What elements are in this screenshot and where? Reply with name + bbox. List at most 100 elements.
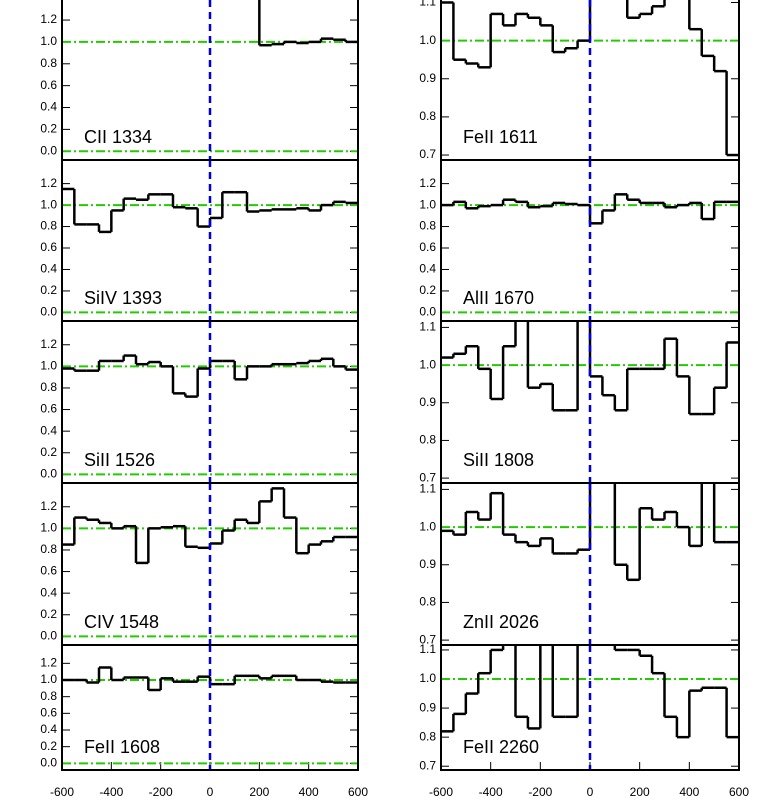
y-tick-label: 0.2 [40,445,57,459]
y-tick-label: 1.2 [40,499,57,513]
panel: 0.0 0.2 0.4 0.6 0.8 1.0 1.2 SiIV 1393 [40,159,359,322]
y-tick-label: 1.0 [419,519,436,533]
y-tick-label: 0.0 [40,143,57,157]
y-tick-label: 1.1 [419,642,436,656]
y-tick-label: 0.6 [40,402,57,416]
y-tick-label: 0.6 [419,240,436,254]
y-tick-label: 0.8 [40,56,57,70]
panel-label: SiII 1808 [463,450,534,470]
panel-label: SiIV 1393 [84,288,162,308]
y-tick-label: 1.2 [40,12,57,26]
series [62,666,358,692]
y-tick-label: 0.4 [40,585,57,599]
panel-label: CIV 1548 [84,612,159,632]
y-tick-label: 0.7 [419,470,436,484]
y-tick-label: 0.6 [40,78,57,92]
y-tick-label: 0.8 [40,689,57,703]
panel: 0.0 0.2 0.4 0.6 0.8 1.0 1.2 -600 -400 -200 0 200 400… [40,644,368,799]
y-tick-label: 1.0 [40,359,57,373]
x-tick-label: -200 [149,785,173,799]
y-tick-label: 0.9 [419,395,436,409]
y-tick-label: 0.8 [40,380,57,394]
y-tick-label: 1.1 [419,0,436,9]
y-tick-label: 0.8 [419,595,436,609]
series [62,487,358,565]
y-tick-label: 0.6 [40,564,57,578]
y-tick-label: 1.2 [40,337,57,351]
y-tick-label: 1.2 [40,176,57,190]
panel: 0.0 0.2 0.4 0.6 0.8 1.0 1.2 SiII 1526 [40,320,359,484]
series [441,645,739,739]
panel: 0.7 0.8 0.9 1.0 1.1 ZnII 2026 [419,482,740,646]
y-tick-label: 0.6 [40,240,57,254]
series [441,321,739,416]
x-tick-label: -600 [429,785,453,799]
panel-label: FeII 1611 [463,127,538,147]
panel-frame [440,644,740,771]
y-tick-label: 0.0 [419,305,436,319]
y-tick-label: 0.4 [40,722,57,736]
y-tick-label: 0.2 [40,122,57,136]
panel-label: SiII 1526 [84,450,155,470]
x-tick-label: 200 [630,785,650,799]
y-tick-label: 0.9 [419,557,436,571]
series [62,354,358,398]
y-tick-label: 0.8 [40,219,57,233]
x-tick-label: 200 [249,785,269,799]
y-tick-label: 0.7 [419,632,436,646]
y-tick-label: 0.8 [419,219,436,233]
y-tick-label: 0.0 [40,756,57,770]
y-tick-label: 0.8 [419,433,436,447]
panel-frame [61,644,359,771]
series [258,0,358,47]
y-tick-label: 1.2 [419,176,436,190]
y-tick-label: 0.4 [40,423,57,437]
panel-label: CII 1334 [84,127,152,147]
x-tick-label: 400 [679,785,699,799]
y-tick-label: 1.0 [40,521,57,535]
x-tick-label: 0 [587,785,594,799]
panel: 0.7 0.8 0.9 1.0 1.1 -600 -400 -200 0 200 400 600 FeI… [419,642,749,799]
y-tick-label: 0.9 [419,71,436,85]
x-tick-label: 600 [729,785,749,799]
panel-label: FeII 2260 [463,737,539,757]
y-tick-label: 0.0 [40,629,57,643]
x-tick-label: 0 [207,785,214,799]
y-tick-label: 0.2 [419,283,436,297]
panel: 0.7 0.8 0.9 1.0 1.1 FeII 1611 [419,0,740,161]
y-tick-label: 0.7 [419,758,436,772]
panel: 0.0 0.2 0.4 0.6 0.8 1.0 1.2 AlII 1670 [419,159,740,322]
x-tick-label: 400 [299,785,319,799]
panel: 0.0 0.2 0.4 0.6 0.8 1.0 1.2 CIV 1548 [40,482,359,646]
y-tick-label: 1.2 [40,656,57,670]
y-tick-label: 1.0 [40,197,57,211]
y-tick-label: 1.1 [419,482,436,496]
y-tick-label: 0.9 [419,700,436,714]
y-tick-label: 0.8 [419,109,436,123]
y-tick-label: 1.0 [419,197,436,211]
y-tick-label: 0.4 [419,262,436,276]
y-tick-label: 0.8 [40,542,57,556]
series [441,0,739,157]
y-tick-label: 0.0 [40,305,57,319]
x-tick-label: -200 [528,785,552,799]
panel: 0.7 0.8 0.9 1.0 1.1 SiII 1808 [419,320,740,484]
panel-label: ZnII 2026 [463,612,539,632]
y-tick-label: 0.0 [40,467,57,481]
y-tick-label: 1.0 [419,357,436,371]
y-tick-label: 0.4 [40,100,57,114]
panel-label: AlII 1670 [463,288,534,308]
y-tick-label: 0.8 [419,729,436,743]
y-tick-label: 1.0 [419,33,436,47]
y-tick-label: 0.6 [40,706,57,720]
y-tick-label: 0.2 [40,283,57,297]
panel: 0.0 0.2 0.4 0.6 0.8 1.0 1.2 CII 1334 [40,0,359,161]
y-tick-label: 1.0 [40,672,57,686]
y-tick-label: 1.1 [419,320,436,334]
x-tick-label: -400 [479,785,503,799]
y-tick-label: 0.2 [40,607,57,621]
panel-label: FeII 1608 [84,737,160,757]
y-tick-label: 0.7 [419,147,436,161]
